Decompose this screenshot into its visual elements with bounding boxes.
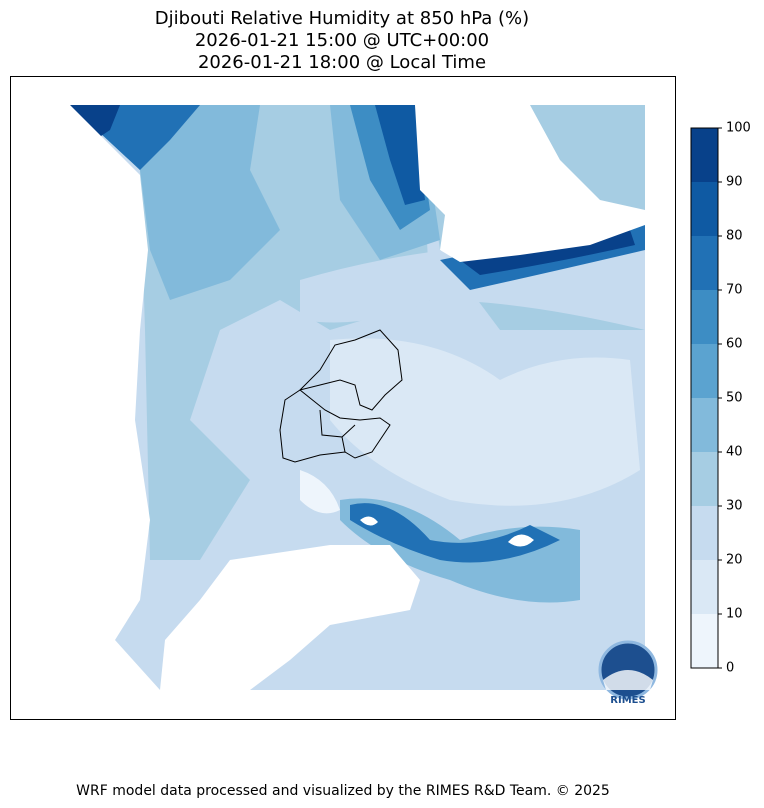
logo: RIMES xyxy=(598,640,658,706)
colorbar-tick-label: 80 xyxy=(726,229,743,244)
humidity-field xyxy=(330,338,640,506)
no-data xyxy=(360,516,534,547)
humidity-field xyxy=(300,470,340,514)
colorbar-tick-label: 60 xyxy=(726,337,743,352)
map: RIMES xyxy=(10,76,676,720)
colorbar-segment xyxy=(691,506,718,560)
no-data xyxy=(160,545,420,690)
colorbar-tick-label: 40 xyxy=(726,445,743,460)
colorbar-segment xyxy=(691,614,718,668)
colorbar-tick-label: 100 xyxy=(726,121,751,136)
colorbar-segment xyxy=(691,398,718,452)
humidity-field xyxy=(375,105,425,205)
colorbar-tick-label: 10 xyxy=(726,607,743,622)
colorbar-tick-label: 50 xyxy=(726,391,743,406)
colorbar-segment xyxy=(691,128,718,182)
colorbar-segment xyxy=(691,344,718,398)
humidity-field xyxy=(70,105,120,140)
title: Djibouti Relative Humidity at 850 hPa (%… xyxy=(155,8,529,73)
no-data xyxy=(40,105,160,690)
title-line: 2026-01-21 15:00 @ UTC+00:00 xyxy=(195,30,489,51)
colorbar-segment xyxy=(691,290,718,344)
humidity-field xyxy=(350,503,560,563)
country-border xyxy=(279,329,403,463)
colorbar-tick-label: 0 xyxy=(726,661,734,676)
title-line: Djibouti Relative Humidity at 850 hPa (%… xyxy=(155,8,529,29)
colorbar-tick-label: 70 xyxy=(726,283,743,298)
no-data xyxy=(415,105,645,262)
colorbar-tick-label: 30 xyxy=(726,499,743,514)
colorbar-segment xyxy=(691,236,718,290)
title-line: 2026-01-21 18:00 @ Local Time xyxy=(198,52,486,73)
logo-text: RIMES xyxy=(610,695,645,706)
footer: WRF model data processed and visualized … xyxy=(76,783,610,799)
map-frame xyxy=(10,76,676,720)
colorbar-tick-label: 20 xyxy=(726,553,743,568)
colorbar-segment xyxy=(691,560,718,614)
colorbar-tick-label: 90 xyxy=(726,175,743,190)
colorbar: 0 10 20 30 40 50 60 70 80 90 100 xyxy=(690,121,751,676)
colorbar-segment xyxy=(691,452,718,506)
colorbar-segment xyxy=(691,182,718,236)
